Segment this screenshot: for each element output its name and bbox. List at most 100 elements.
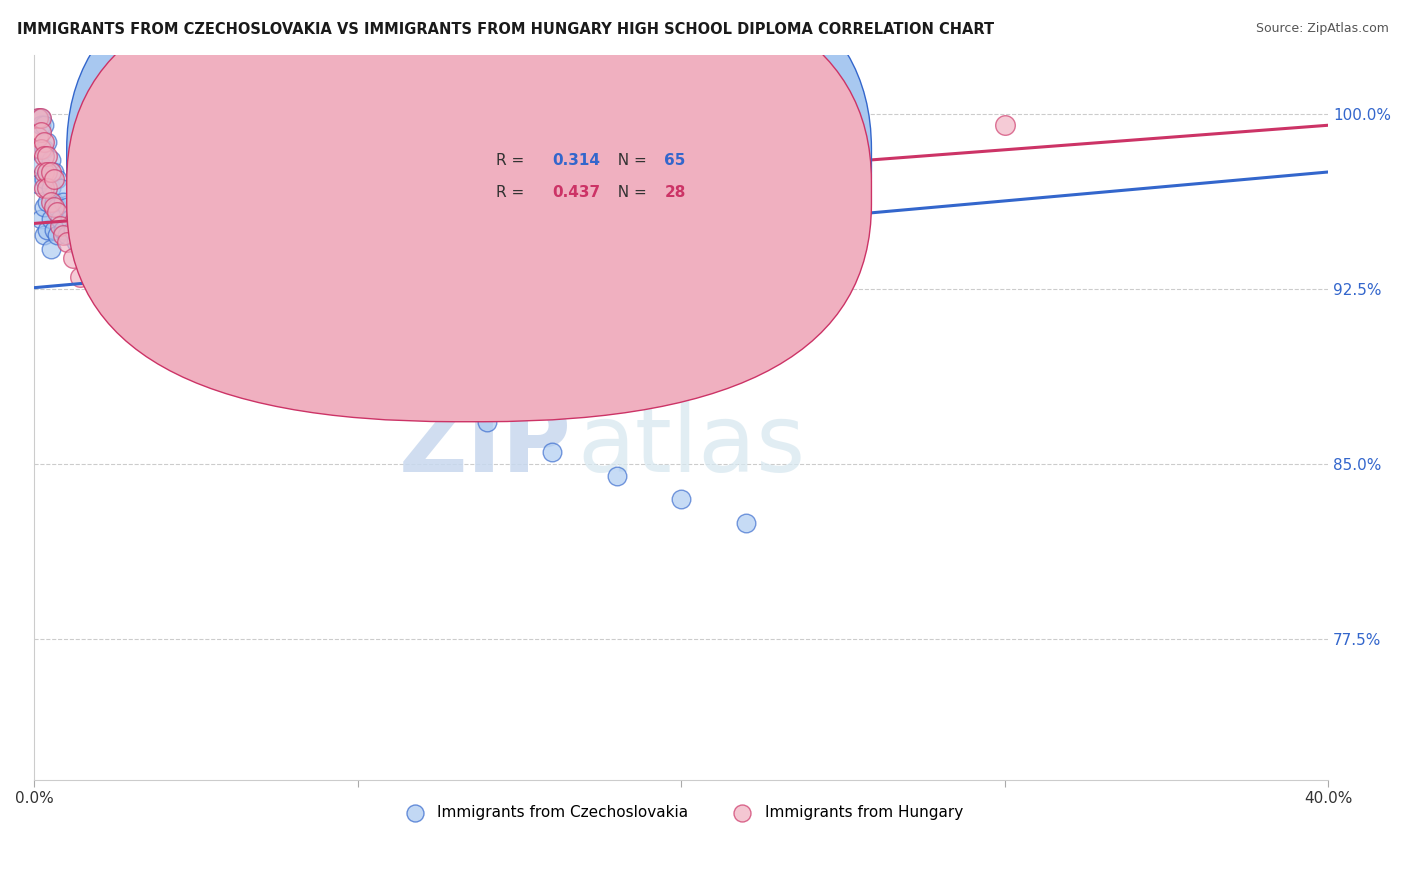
- Point: [32, 148, 55, 162]
- Point: [39, 242, 62, 256]
- Text: 28: 28: [665, 186, 686, 201]
- Point: [52, 195, 75, 210]
- Point: [346, 351, 368, 366]
- Text: N =: N =: [607, 186, 651, 201]
- Point: [55, 235, 77, 249]
- Point: [72, 252, 94, 266]
- Point: [378, 368, 401, 383]
- Point: [82, 242, 104, 256]
- Point: [37, 165, 59, 179]
- Point: [52, 228, 75, 243]
- Point: [114, 293, 136, 308]
- Text: atlas: atlas: [578, 401, 806, 492]
- Point: [55, 200, 77, 214]
- Point: [87, 252, 110, 266]
- Point: [30, 112, 52, 126]
- Point: [606, 468, 628, 483]
- Point: [30, 112, 52, 126]
- Point: [281, 293, 304, 308]
- Point: [146, 328, 169, 343]
- Text: N =: N =: [607, 153, 651, 168]
- Point: [735, 516, 758, 530]
- Point: [217, 195, 239, 210]
- Point: [94, 259, 117, 273]
- Point: [136, 321, 159, 335]
- Point: [42, 223, 65, 237]
- Text: 0.437: 0.437: [553, 186, 600, 201]
- Point: [46, 172, 69, 186]
- Point: [184, 228, 207, 243]
- Point: [37, 195, 59, 210]
- Point: [169, 211, 191, 226]
- Point: [49, 219, 72, 233]
- Point: [217, 252, 239, 266]
- Point: [127, 312, 149, 326]
- Point: [249, 270, 271, 285]
- Point: [32, 135, 55, 149]
- Point: [114, 293, 136, 308]
- Point: [671, 492, 693, 507]
- Point: [79, 265, 101, 279]
- Text: IMMIGRANTS FROM CZECHOSLOVAKIA VS IMMIGRANTS FROM HUNGARY HIGH SCHOOL DIPLOMA CO: IMMIGRANTS FROM CZECHOSLOVAKIA VS IMMIGR…: [17, 22, 994, 37]
- Point: [30, 158, 52, 172]
- Text: Source: ZipAtlas.com: Source: ZipAtlas.com: [1256, 22, 1389, 36]
- Point: [55, 228, 77, 243]
- Point: [412, 387, 434, 401]
- Point: [39, 153, 62, 168]
- Point: [42, 200, 65, 214]
- Point: [49, 211, 72, 226]
- Point: [46, 200, 69, 214]
- Point: [39, 181, 62, 195]
- Point: [69, 270, 91, 285]
- Point: [75, 200, 97, 214]
- Point: [27, 130, 49, 145]
- Point: [201, 242, 224, 256]
- Point: [541, 445, 564, 459]
- Point: [32, 200, 55, 214]
- Point: [107, 293, 129, 308]
- Point: [94, 259, 117, 273]
- Point: [42, 195, 65, 210]
- Point: [32, 165, 55, 179]
- Text: R =: R =: [496, 186, 530, 201]
- Point: [37, 181, 59, 195]
- Point: [994, 118, 1017, 132]
- Point: [37, 148, 59, 162]
- Point: [30, 211, 52, 226]
- Point: [30, 142, 52, 156]
- Point: [30, 125, 52, 139]
- Point: [477, 415, 499, 429]
- Point: [37, 223, 59, 237]
- Point: [32, 142, 55, 156]
- Point: [62, 252, 84, 266]
- Point: [32, 118, 55, 132]
- Legend: Immigrants from Czechoslovakia, Immigrants from Hungary: Immigrants from Czechoslovakia, Immigran…: [394, 799, 969, 826]
- Point: [27, 112, 49, 126]
- Point: [27, 177, 49, 191]
- Point: [39, 165, 62, 179]
- Point: [30, 118, 52, 132]
- Point: [32, 172, 55, 186]
- Point: [46, 204, 69, 219]
- Point: [120, 305, 142, 319]
- Point: [27, 112, 49, 126]
- Point: [37, 165, 59, 179]
- FancyBboxPatch shape: [66, 0, 872, 389]
- Point: [42, 165, 65, 179]
- Point: [32, 181, 55, 195]
- Point: [62, 223, 84, 237]
- Point: [75, 259, 97, 273]
- FancyBboxPatch shape: [436, 135, 733, 226]
- Point: [82, 270, 104, 285]
- Point: [49, 181, 72, 195]
- Point: [69, 242, 91, 256]
- Point: [152, 188, 174, 202]
- Point: [46, 228, 69, 243]
- Text: ZIP: ZIP: [398, 401, 571, 492]
- Point: [39, 195, 62, 210]
- Text: 0.314: 0.314: [553, 153, 600, 168]
- FancyBboxPatch shape: [66, 0, 872, 422]
- Point: [314, 328, 336, 343]
- Point: [32, 228, 55, 243]
- Point: [65, 235, 87, 249]
